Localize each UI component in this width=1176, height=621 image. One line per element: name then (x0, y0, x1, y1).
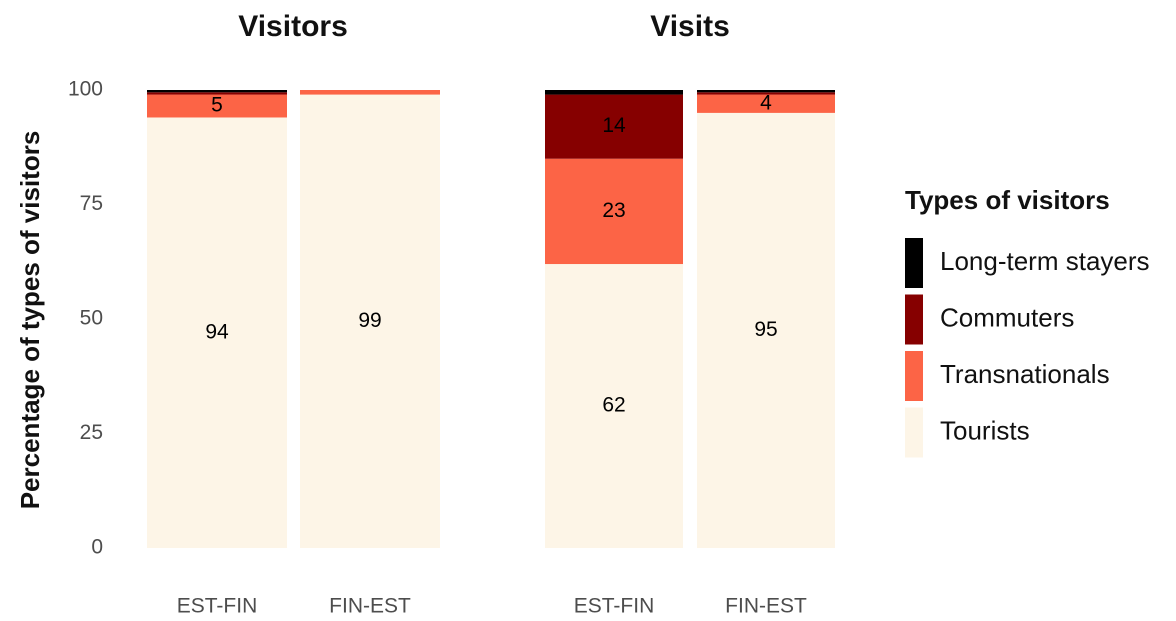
data-label: 94 (205, 320, 229, 343)
x-tick-label: FIN-EST (329, 595, 411, 618)
legend-swatch (905, 407, 923, 458)
bar-segment (147, 90, 287, 93)
x-tick-label: FIN-EST (725, 595, 807, 618)
y-tick-label: 100 (68, 78, 103, 101)
panel-title: Visits (650, 10, 730, 43)
bar-segment (300, 94, 440, 548)
legend-title: Types of visitors (905, 185, 1110, 215)
bar-segment (697, 112, 835, 549)
data-label: 14 (602, 114, 626, 137)
legend-label: Tourists (940, 415, 1030, 445)
panel-title: Visitors (238, 10, 348, 43)
data-label: 5 (211, 94, 223, 117)
data-label: 23 (602, 199, 625, 222)
legend-swatch (905, 238, 923, 288)
legend-swatch (905, 294, 923, 345)
bar-segment (147, 117, 287, 548)
x-tick-label: EST-FIN (177, 595, 258, 618)
bar-segment (147, 92, 287, 95)
bar-segment (697, 92, 835, 95)
bar-segment (545, 94, 683, 159)
data-label: 99 (358, 309, 381, 332)
bar-segment (697, 90, 835, 93)
bar-segment (545, 158, 683, 265)
y-tick-label: 0 (91, 536, 103, 559)
x-tick-label: EST-FIN (574, 595, 655, 618)
y-tick-label: 50 (80, 307, 103, 330)
data-label: 95 (754, 318, 777, 341)
legend-swatch (905, 351, 923, 401)
bar-segment (697, 94, 835, 113)
y-tick-label: 25 (80, 421, 103, 444)
legend-label: Long-term stayers (940, 246, 1150, 276)
y-tick-label: 75 (80, 192, 103, 215)
bar-segment (545, 264, 683, 548)
legend-label: Transnationals (940, 359, 1110, 389)
data-label: 62 (602, 394, 625, 417)
bar-segment (300, 90, 440, 95)
bar-segment (147, 94, 287, 118)
y-axis-label: Percentage of types of visitors (15, 131, 45, 510)
bar-segment (545, 90, 683, 95)
data-label: 4 (760, 91, 772, 114)
legend-label: Commuters (940, 302, 1074, 332)
